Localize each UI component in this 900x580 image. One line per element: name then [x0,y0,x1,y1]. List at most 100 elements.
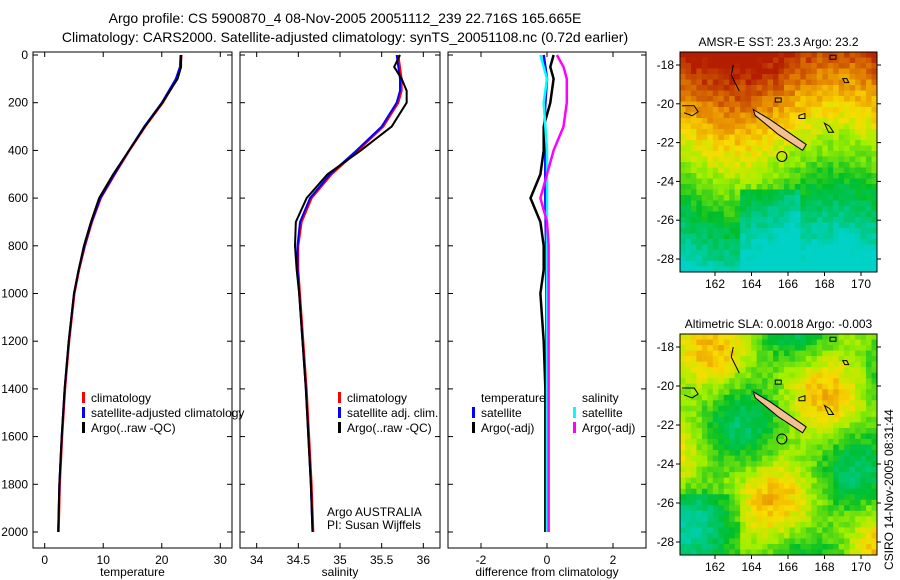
map-cell [822,239,829,245]
map-cell [718,499,725,506]
map-cell [756,422,763,429]
map-cell [756,140,763,146]
map-cell [816,167,823,174]
map-cell [690,405,697,412]
map-cell [756,510,763,517]
map-cell [822,167,829,174]
map-cell [794,532,801,539]
map-cell [680,494,686,501]
map-cell [800,96,807,102]
map-cell [778,361,785,368]
map-cell [783,112,790,119]
map-cell [844,195,851,201]
legend-swatch [82,407,85,418]
map-cell [844,345,851,352]
map-cell [822,222,829,229]
map-cell [740,488,747,495]
map-cell [778,52,785,58]
map-cell [723,217,730,223]
map-cell [833,206,840,212]
map-cell [789,228,796,234]
map-cell [871,516,878,523]
map-cell [690,438,697,445]
map-cell [723,167,730,174]
map-cell [871,378,878,385]
map-cell [783,261,790,267]
map-cell [838,233,845,240]
map-cell [783,90,790,97]
map-cell [745,494,752,501]
map-cell [833,444,840,451]
map-cell [794,389,801,396]
map-cell [685,123,692,130]
map-cell [745,532,752,539]
map-cell [794,173,801,179]
map-cell [701,549,708,556]
map-cell [811,211,818,218]
map-cell [685,450,692,457]
map-cell [729,63,736,69]
map-cell [734,427,741,434]
map-cell [794,184,801,190]
map-cell [827,405,834,412]
map-cell [762,361,769,368]
map-cell [685,129,692,135]
map-cell [718,356,725,363]
map-cell [838,472,845,479]
map-cell [762,178,769,185]
map-cell [794,334,801,341]
map-cell [816,450,823,457]
map-cell [783,74,790,80]
map-cell [729,372,736,379]
map-cell [680,416,686,423]
map-cell [816,461,823,468]
map-cell [838,521,845,528]
map-cell [729,129,736,135]
map-cell [778,394,785,401]
map-cell [740,444,747,451]
map-cell [794,162,801,168]
map-cell [794,195,801,201]
map-cell [838,222,845,229]
map-cell [811,488,818,495]
map-cell [833,372,840,379]
map-cell [712,74,719,80]
map-cell [778,200,785,207]
map-cell [707,361,714,368]
map-cell [860,483,867,490]
map-cell [822,140,829,146]
map-cell [871,250,878,256]
map-cell [816,372,823,379]
map-cell [718,334,725,341]
map-cell [740,151,747,157]
map-cell [756,222,763,229]
map-cell [789,345,796,352]
map-cell [773,516,779,523]
map-cell [811,112,818,119]
map-cell [778,510,785,517]
map-cell [789,494,796,501]
map-cell [838,134,845,141]
map-cell [740,383,747,390]
map-cell [860,389,867,396]
map-cell [833,63,840,69]
map-cell [685,516,692,523]
y-tick-label: -24 [657,174,675,188]
map-cell [690,96,697,102]
map-cell [783,527,790,534]
map-cell [723,433,730,440]
map-cell [762,101,769,108]
map-cell [833,350,840,357]
map-cell [827,499,834,506]
map-cell [690,79,697,86]
map-cell [811,96,818,102]
map-cell [696,411,703,418]
map-cell [767,549,774,556]
map-cell [794,112,801,119]
map-cell [701,107,708,113]
map-cell [751,68,758,75]
map-cell [789,383,796,390]
map-cell [734,505,741,512]
map-cell [866,411,873,418]
